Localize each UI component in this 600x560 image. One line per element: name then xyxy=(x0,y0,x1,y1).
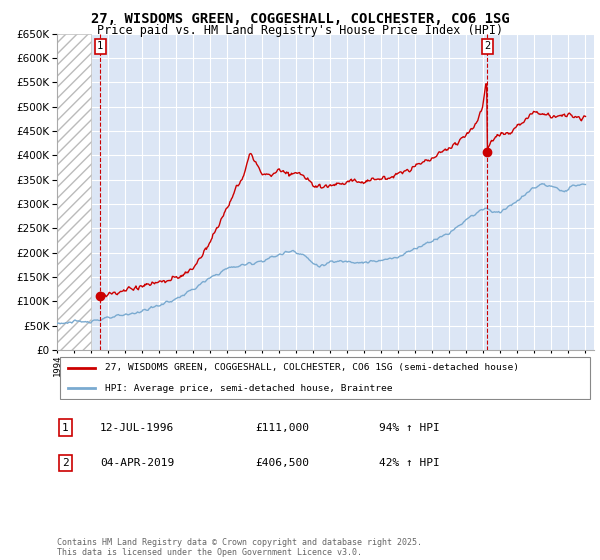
Text: 27, WISDOMS GREEN, COGGESHALL, COLCHESTER, CO6 1SG: 27, WISDOMS GREEN, COGGESHALL, COLCHESTE… xyxy=(91,12,509,26)
Text: 2: 2 xyxy=(62,458,68,468)
Text: Price paid vs. HM Land Registry's House Price Index (HPI): Price paid vs. HM Land Registry's House … xyxy=(97,24,503,37)
Text: Contains HM Land Registry data © Crown copyright and database right 2025.
This d: Contains HM Land Registry data © Crown c… xyxy=(57,538,422,557)
Text: 42% ↑ HPI: 42% ↑ HPI xyxy=(379,458,440,468)
Text: 94% ↑ HPI: 94% ↑ HPI xyxy=(379,423,440,432)
Bar xyxy=(57,34,91,350)
Text: 27, WISDOMS GREEN, COGGESHALL, COLCHESTER, CO6 1SG (semi-detached house): 27, WISDOMS GREEN, COGGESHALL, COLCHESTE… xyxy=(106,363,520,372)
FancyBboxPatch shape xyxy=(59,357,590,399)
Text: 1: 1 xyxy=(62,423,68,432)
Text: HPI: Average price, semi-detached house, Braintree: HPI: Average price, semi-detached house,… xyxy=(106,384,393,393)
Text: 2: 2 xyxy=(484,41,491,52)
Text: 12-JUL-1996: 12-JUL-1996 xyxy=(100,423,174,432)
Text: 1: 1 xyxy=(97,41,103,52)
Text: £111,000: £111,000 xyxy=(256,423,310,432)
Text: 04-APR-2019: 04-APR-2019 xyxy=(100,458,174,468)
Text: £406,500: £406,500 xyxy=(256,458,310,468)
